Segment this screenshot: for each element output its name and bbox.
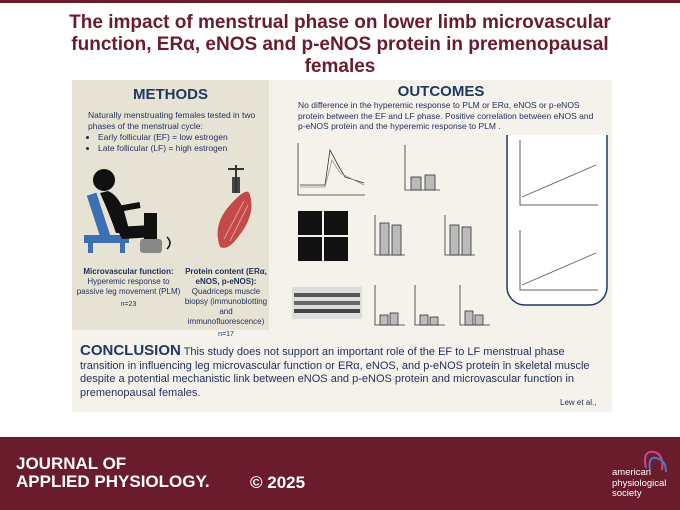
person-icon bbox=[84, 169, 171, 253]
journal-line: JOURNAL OF bbox=[16, 454, 127, 473]
methods-bullets: Early follicular (EF) = low estrogen Lat… bbox=[88, 132, 273, 153]
society-name: american physiological society bbox=[612, 467, 667, 500]
conclusion-text: This study does not support an important… bbox=[80, 346, 590, 399]
muscle-icon bbox=[217, 165, 252, 248]
protein-caption: Protein content (ERα, eNOS, p-eNOS): Qua… bbox=[182, 267, 270, 340]
footer bbox=[0, 437, 680, 510]
correlation-frame bbox=[506, 135, 608, 306]
society-logo bbox=[644, 450, 667, 473]
caption-n: n=17 bbox=[218, 331, 234, 338]
journal-line: APPLIED PHYSIOLOGY. bbox=[16, 472, 210, 491]
scatter-plots bbox=[519, 140, 598, 291]
conclusion: CONCLUSION This study does not support a… bbox=[80, 342, 605, 400]
conclusion-heading: CONCLUSION bbox=[80, 342, 181, 359]
caption-text: Hyperemic response to passive leg moveme… bbox=[76, 277, 181, 296]
western-blot bbox=[292, 287, 362, 319]
outcomes-heading: OUTCOMES bbox=[397, 83, 485, 100]
fluorescence-images bbox=[298, 211, 348, 261]
society-line: society bbox=[612, 488, 642, 499]
bullet: Early follicular (EF) = low estrogen bbox=[98, 132, 273, 143]
caption-text: Quadriceps muscle biopsy (immunoblotting… bbox=[184, 287, 268, 326]
title-line: The impact of menstrual phase on lower l… bbox=[69, 12, 611, 33]
methods-intro: Naturally menstruating females tested in… bbox=[88, 110, 256, 131]
title-line: females bbox=[304, 56, 376, 77]
citation: Lew et al., bbox=[560, 398, 597, 407]
caption-title: Microvascular function: bbox=[83, 267, 174, 276]
methods-heading: METHODS bbox=[133, 86, 208, 103]
year: © 2025 bbox=[250, 473, 306, 492]
society-line: american bbox=[612, 467, 652, 478]
bullet: Late follicular (LF) = high estrogen bbox=[98, 143, 273, 154]
microvascular-caption: Microvascular function: Hyperemic respon… bbox=[76, 267, 181, 310]
figure-panels bbox=[297, 143, 490, 326]
top-rule bbox=[0, 0, 680, 3]
caption-n: n=23 bbox=[120, 301, 137, 308]
journal-name: JOURNAL OF APPLIED PHYSIOLOGY. bbox=[16, 455, 210, 491]
methods-illustration bbox=[84, 165, 252, 253]
outcomes-text: No difference in the hyperemic response … bbox=[298, 100, 594, 131]
title-line: function, ERα, eNOS and p-eNOS protein i… bbox=[71, 34, 609, 55]
society-line: physiological bbox=[612, 477, 667, 489]
caption-title: Protein content (ERα, eNOS, p-eNOS): bbox=[185, 267, 267, 286]
outcome-figures bbox=[292, 135, 608, 326]
